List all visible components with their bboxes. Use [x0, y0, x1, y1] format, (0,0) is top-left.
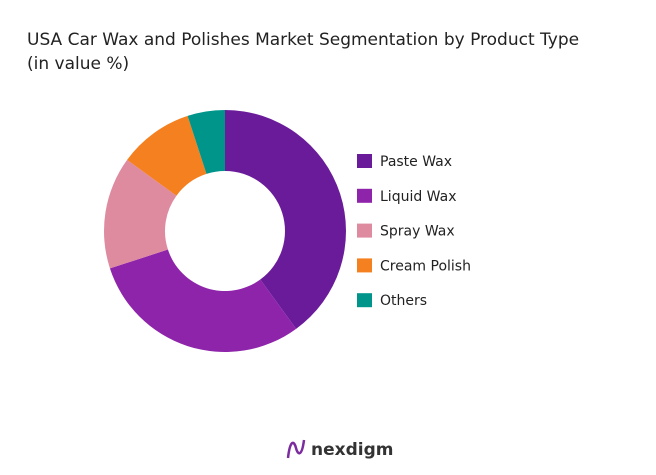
legend-swatch	[357, 223, 372, 238]
donut-slice	[104, 159, 177, 269]
brand-logo: nexdigm	[286, 439, 393, 460]
legend-swatch	[357, 293, 372, 308]
legend-swatch	[357, 188, 372, 203]
logo-icon	[286, 439, 306, 459]
legend-label: Liquid Wax	[380, 189, 457, 205]
donut-slice	[225, 110, 346, 329]
legend-label: Spray Wax	[380, 224, 455, 240]
donut-slice	[109, 249, 297, 352]
chart-subtitle: (in value %)	[27, 54, 129, 74]
legend-swatch	[357, 154, 372, 168]
legend-label: Paste Wax	[380, 154, 452, 170]
donut-slice	[127, 115, 207, 196]
legend-label: Cream Polish	[380, 258, 471, 274]
chart-title: USA Car Wax and Polishes Market Segmenta…	[27, 30, 579, 50]
brand-name: nexdigm	[311, 440, 393, 460]
legend-swatch	[357, 258, 372, 273]
donut-slice	[187, 110, 225, 174]
legend-label: Others	[380, 293, 427, 309]
